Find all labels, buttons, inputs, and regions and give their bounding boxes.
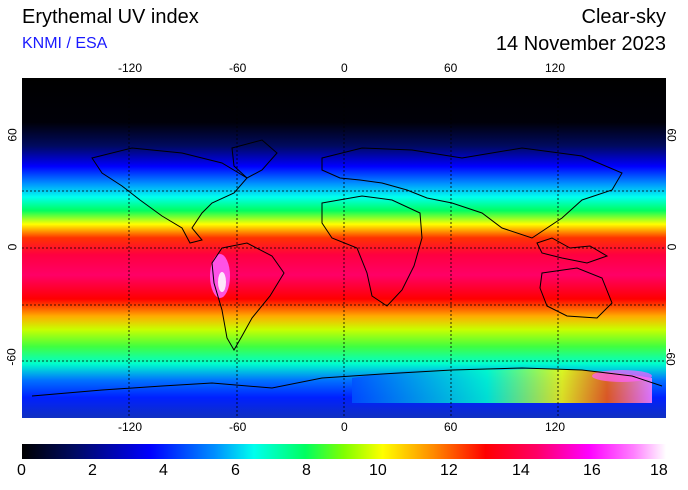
lat-tick-left-60: 60 bbox=[5, 128, 20, 142]
coastlines bbox=[31, 139, 663, 397]
andes-uv-max bbox=[218, 272, 226, 292]
product-label: Clear-sky bbox=[581, 6, 666, 28]
lat-tick-right-60: 60 bbox=[664, 128, 679, 142]
colorbar-tick-18: 18 bbox=[650, 462, 668, 479]
uv-colorbar bbox=[22, 444, 666, 459]
graticule bbox=[22, 78, 666, 418]
lon-tick-bottom-60: 60 bbox=[444, 420, 458, 434]
lat-tick-left-minus60: -60 bbox=[4, 348, 19, 366]
lon-tick-bottom-minus60: -60 bbox=[229, 420, 247, 434]
date-label: 14 November 2023 bbox=[495, 33, 666, 55]
source-credit: KNMI / ESA bbox=[22, 35, 108, 52]
greenland-outline bbox=[231, 139, 278, 179]
lon-tick-top-minus120: -120 bbox=[118, 61, 143, 75]
uv-colorbar-svg bbox=[22, 444, 666, 459]
lon-tick-bottom-minus120: -120 bbox=[118, 420, 143, 434]
colorbar-tick-16: 16 bbox=[583, 462, 601, 479]
lat-tick-left-0: 0 bbox=[5, 243, 20, 251]
uv-index-map-svg bbox=[22, 78, 666, 418]
colorbar-tick-6: 6 bbox=[231, 462, 240, 479]
colorbar-gradient bbox=[22, 444, 666, 459]
australia-outline bbox=[539, 267, 613, 319]
lat-tick-right-0: 0 bbox=[664, 243, 679, 251]
maritime-continent-outline bbox=[536, 237, 609, 264]
lon-tick-bottom-120: 120 bbox=[545, 420, 566, 434]
colorbar-tick-0: 0 bbox=[17, 462, 26, 479]
lon-tick-top-0: 0 bbox=[341, 61, 348, 75]
colorbar-tick-14: 14 bbox=[512, 462, 530, 479]
lon-tick-bottom-0: 0 bbox=[341, 420, 348, 434]
antarctic-uv-band bbox=[352, 369, 652, 403]
africa-outline bbox=[321, 195, 423, 307]
south-america-outline bbox=[211, 242, 285, 351]
uv-index-map bbox=[22, 78, 666, 418]
north-america-outline bbox=[91, 147, 248, 244]
antarctica-outline bbox=[31, 367, 663, 397]
colorbar-tick-4: 4 bbox=[159, 462, 168, 479]
colorbar-tick-12: 12 bbox=[440, 462, 458, 479]
lon-tick-top-minus60: -60 bbox=[229, 61, 247, 75]
lon-tick-top-60: 60 bbox=[444, 61, 458, 75]
map-title: Erythemal UV index bbox=[22, 6, 199, 28]
colorbar-tick-10: 10 bbox=[369, 462, 387, 479]
lon-tick-top-120: 120 bbox=[545, 61, 566, 75]
colorbar-tick-2: 2 bbox=[88, 462, 97, 479]
eurasia-outline bbox=[321, 147, 623, 239]
colorbar-tick-8: 8 bbox=[302, 462, 311, 479]
